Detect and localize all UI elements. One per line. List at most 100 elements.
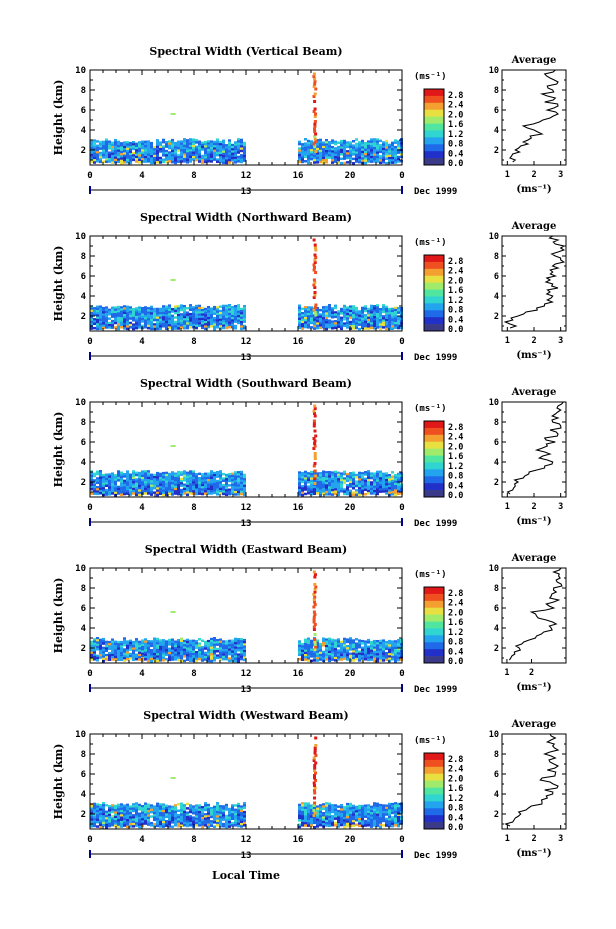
y-tick-label: 8 xyxy=(81,252,86,262)
avg-y-tick-label: 4 xyxy=(494,126,499,136)
colorbar-segment xyxy=(424,753,444,761)
panel-0: Spectral Width (Vertical Beam)0 4 8 12 16 20 0… xyxy=(52,45,567,197)
day-label: 13 xyxy=(241,685,252,695)
heatmap xyxy=(90,404,403,497)
x-tick-label: 0 xyxy=(87,503,92,513)
colorbar-tick-label: 0.8 xyxy=(448,804,463,814)
x-tick-label: 0 xyxy=(399,835,404,845)
avg-x-tick-label: 1 xyxy=(505,502,510,512)
avg-y-tick-label: 6 xyxy=(494,604,499,614)
panel-title: Spectral Width (Westward Beam) xyxy=(143,709,348,722)
y-tick-label: 2 xyxy=(81,810,86,820)
colorbar-tick-label: 0.4 xyxy=(448,647,463,657)
colorbar-tick-label: 2.4 xyxy=(448,267,463,277)
colorbar-segment xyxy=(424,296,444,304)
average-profile-line xyxy=(506,401,564,495)
panel-title: Spectral Width (Northward Beam) xyxy=(140,211,352,224)
colorbar-segment xyxy=(424,95,444,104)
day-label: 13 xyxy=(241,519,252,529)
colorbar-segment xyxy=(424,490,444,498)
x-tick-label: 0 xyxy=(399,503,404,513)
y-tick-label: 2 xyxy=(81,146,86,156)
colorbar-segment xyxy=(424,787,444,795)
avg-y-tick-label: 4 xyxy=(494,292,499,302)
avg-y-tick-label: 6 xyxy=(494,438,499,448)
average-frame xyxy=(501,567,567,664)
colorbar-tick-label: 0.4 xyxy=(448,149,463,159)
colorbar-segment xyxy=(424,587,444,595)
y-tick-label: 10 xyxy=(75,564,86,574)
x-tick-label: 12 xyxy=(241,835,252,845)
avg-y-tick-label: 2 xyxy=(494,478,499,488)
colorbar-unit-label: (ms⁻¹) xyxy=(414,238,447,248)
colorbar-tick-label: 2.8 xyxy=(448,91,463,101)
colorbar-unit-label: (ms⁻¹) xyxy=(414,570,447,580)
avg-y-tick-label: 10 xyxy=(489,66,499,76)
colorbar-tick-label: 0.4 xyxy=(448,315,463,325)
date-label: Dec 1999 xyxy=(414,519,457,529)
colorbar-segment xyxy=(424,773,444,781)
date-label: Dec 1999 xyxy=(414,685,457,695)
x-tick-label: 16 xyxy=(293,835,304,845)
colorbar-tick-label: 2.8 xyxy=(448,755,463,765)
average-x-label: (ms⁻¹) xyxy=(516,184,551,195)
day-label: 13 xyxy=(241,353,252,363)
panel-2: Spectral Width (Southward Beam)0 4 8 12 16 20… xyxy=(52,377,567,529)
colorbar-segment xyxy=(424,427,444,436)
avg-y-tick-label: 8 xyxy=(494,750,499,760)
colorbar-tick-label: 2.8 xyxy=(448,423,463,433)
avg-x-tick-label: 3 xyxy=(558,502,563,512)
colorbar-segment xyxy=(424,434,444,443)
colorbar-tick-label: 1.2 xyxy=(448,462,463,472)
y-axis-label: Height (km) xyxy=(52,578,65,654)
colorbar-tick-label: 0.4 xyxy=(448,481,463,491)
x-tick-label: 0 xyxy=(399,171,404,181)
colorbar-tick-label: 2.0 xyxy=(448,608,463,618)
x-tick-label: 0 xyxy=(87,835,92,845)
avg-y-tick-label: 10 xyxy=(489,730,499,740)
avg-y-tick-label: 10 xyxy=(489,564,499,574)
avg-x-tick-label: 2 xyxy=(529,668,534,678)
avg-x-tick-label: 3 xyxy=(558,170,563,180)
average-title: Average xyxy=(511,719,557,730)
heatmap xyxy=(90,238,403,331)
avg-y-tick-label: 8 xyxy=(494,86,499,96)
y-tick-label: 6 xyxy=(81,106,86,116)
colorbar-tick-label: 2.4 xyxy=(448,101,463,111)
colorbar-segment xyxy=(424,282,444,290)
colorbar-tick-label: 2.8 xyxy=(448,589,463,599)
date-label: Dec 1999 xyxy=(414,353,457,363)
x-tick-label: 20 xyxy=(345,171,356,181)
y-tick-label: 4 xyxy=(81,292,87,302)
colorbar-segment xyxy=(424,123,444,131)
colorbar-segment xyxy=(424,600,444,609)
x-tick-label: 0 xyxy=(399,337,404,347)
colorbar-tick-label: 2.4 xyxy=(448,765,463,775)
y-tick-label: 6 xyxy=(81,272,86,282)
colorbar-tick-label: 2.0 xyxy=(448,276,463,286)
colorbar-segment xyxy=(424,102,444,111)
avg-y-tick-label: 6 xyxy=(494,770,499,780)
colorbar-segment xyxy=(424,303,444,311)
x-tick-label: 0 xyxy=(399,669,404,679)
avg-x-tick-label: 2 xyxy=(531,336,536,346)
y-tick-label: 4 xyxy=(81,126,87,136)
colorbar-tick-label: 2.0 xyxy=(448,774,463,784)
panel-title: Spectral Width (Vertical Beam) xyxy=(149,45,342,58)
y-tick-label: 2 xyxy=(81,478,86,488)
colorbar-tick-label: 0.8 xyxy=(448,638,463,648)
heatmap xyxy=(90,736,403,829)
colorbar-segment xyxy=(424,158,444,166)
colorbar-tick-label: 1.2 xyxy=(448,130,463,140)
day-label: 13 xyxy=(241,187,252,197)
colorbar-segment xyxy=(424,317,444,325)
avg-x-tick-label: 1 xyxy=(505,336,510,346)
colorbar-tick-label: 2.4 xyxy=(448,433,463,443)
average-frame xyxy=(501,235,567,332)
y-tick-label: 8 xyxy=(81,418,86,428)
y-axis-label: Height (km) xyxy=(52,412,65,488)
average-title: Average xyxy=(511,387,557,398)
average-profile-line xyxy=(509,69,560,163)
colorbar-segment xyxy=(424,324,444,332)
colorbar-segment xyxy=(424,808,444,816)
